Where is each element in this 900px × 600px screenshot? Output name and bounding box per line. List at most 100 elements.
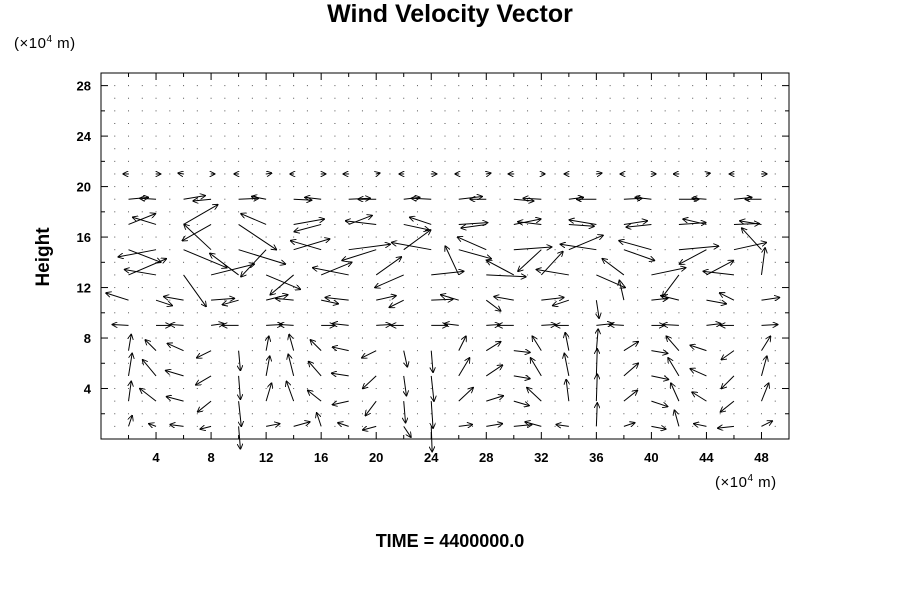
grid-dot — [196, 362, 198, 364]
wind-vector — [211, 324, 224, 326]
grid-dot — [196, 400, 198, 402]
grid-dot — [444, 236, 446, 238]
grid-dot — [774, 110, 776, 112]
grid-dot — [499, 413, 501, 415]
grid-dot — [733, 122, 735, 124]
wind-vector — [651, 375, 668, 380]
grid-dot — [169, 249, 171, 251]
grid-dot — [389, 350, 391, 352]
grid-dot — [293, 211, 295, 213]
grid-dot — [499, 362, 501, 364]
wind-vector — [486, 365, 502, 377]
grid-dot — [458, 388, 460, 390]
grid-dot — [251, 362, 253, 364]
grid-dot — [444, 110, 446, 112]
wind-vector — [486, 275, 526, 277]
grid-dot — [196, 413, 198, 415]
grid-dot — [705, 287, 707, 289]
wind-vector — [363, 426, 377, 430]
grid-dot — [499, 375, 501, 377]
wind-vector — [239, 426, 241, 449]
y-tick-label: 12 — [77, 281, 91, 296]
grid-dot — [637, 148, 639, 150]
grid-dot — [306, 388, 308, 390]
grid-dot — [196, 148, 198, 150]
wind-vector — [458, 249, 491, 259]
wind-vector — [619, 280, 625, 301]
grid-dot — [196, 160, 198, 162]
grid-dot — [141, 97, 143, 99]
grid-dot — [527, 160, 529, 162]
grid-dot — [664, 211, 666, 213]
grid-dot — [513, 261, 515, 263]
wind-vector — [740, 221, 762, 225]
grid-dot — [513, 97, 515, 99]
grid-dot — [692, 388, 694, 390]
grid-dot — [554, 274, 556, 276]
grid-dot — [499, 160, 501, 162]
grid-dot — [527, 173, 529, 175]
grid-dot — [334, 249, 336, 251]
grid-dot — [279, 110, 281, 112]
grid-dot — [361, 186, 363, 188]
grid-dot — [472, 413, 474, 415]
grid-dot — [334, 425, 336, 427]
grid-dot — [416, 388, 418, 390]
wind-vector — [342, 249, 377, 261]
grid-dot — [251, 236, 253, 238]
grid-dot — [760, 312, 762, 314]
grid-dot — [114, 312, 116, 314]
wind-vector — [270, 274, 294, 295]
grid-dot — [444, 160, 446, 162]
grid-dot — [389, 337, 391, 339]
grid-dot — [238, 236, 240, 238]
grid-dot — [279, 160, 281, 162]
grid-dot — [155, 135, 157, 137]
grid-dot — [389, 85, 391, 87]
grid-dot — [499, 287, 501, 289]
wind-vector — [761, 383, 768, 402]
grid-dot — [416, 148, 418, 150]
grid-dot — [334, 312, 336, 314]
grid-dot — [306, 350, 308, 352]
grid-dot — [664, 85, 666, 87]
wind-vector — [525, 422, 542, 427]
grid-dot — [568, 236, 570, 238]
grid-dot — [251, 312, 253, 314]
grid-dot — [251, 274, 253, 276]
grid-dot — [472, 261, 474, 263]
grid-dot — [320, 110, 322, 112]
grid-dot — [183, 388, 185, 390]
wind-vector — [444, 324, 459, 326]
grid-dot — [678, 148, 680, 150]
grid-dot — [251, 148, 253, 150]
grid-dot — [760, 287, 762, 289]
wind-vector — [289, 334, 295, 351]
grid-dot — [458, 135, 460, 137]
grid-dot — [169, 160, 171, 162]
grid-dot — [678, 236, 680, 238]
wind-vector — [183, 196, 206, 200]
grid-dot — [416, 186, 418, 188]
grid-dot — [210, 287, 212, 289]
wind-vector — [518, 222, 542, 225]
grid-dot — [169, 337, 171, 339]
grid-dot — [169, 413, 171, 415]
grid-dot — [485, 85, 487, 87]
grid-dot — [472, 312, 474, 314]
grid-dot — [472, 211, 474, 213]
grid-dot — [609, 223, 611, 225]
grid-dot — [664, 337, 666, 339]
grid-dot — [623, 148, 625, 150]
grid-dot — [430, 110, 432, 112]
grid-dot — [403, 312, 405, 314]
grid-dot — [334, 274, 336, 276]
wind-vector — [694, 424, 707, 427]
grid-dot — [265, 110, 267, 112]
grid-dot — [251, 400, 253, 402]
grid-dot — [760, 97, 762, 99]
grid-dot — [527, 249, 529, 251]
wind-vector — [513, 400, 529, 406]
grid-dot — [196, 97, 198, 99]
